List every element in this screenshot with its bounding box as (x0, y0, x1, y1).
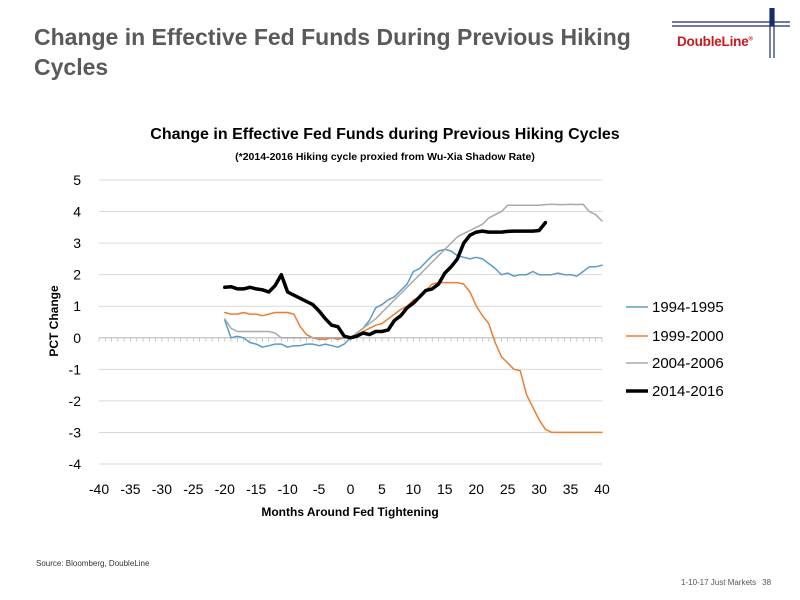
logo-frame-icon (672, 8, 790, 58)
page-number: 38 (762, 578, 772, 587)
legend-label: 2014-2016 (652, 383, 724, 400)
footer-text: 1-10-17 Just Markets (681, 578, 757, 587)
slide-title: Change in Effective Fed Funds During Pre… (34, 24, 631, 80)
x-axis-label: Months Around Fed Tightening (261, 505, 438, 519)
footer: 1-10-17 Just Markets 38 (681, 578, 771, 587)
source-note: Source: Bloomberg, DoubleLine (36, 559, 150, 568)
series-line-2004-2006 (224, 203, 603, 339)
x-tick-label: 0 (347, 481, 355, 497)
x-tick-label: -30 (152, 481, 172, 497)
y-axis-label: PCT Change (47, 285, 61, 357)
x-tick-label: 30 (531, 481, 547, 497)
y-tick-label: -2 (69, 393, 82, 409)
y-tick-label: 3 (73, 235, 81, 251)
x-tick-label: 20 (468, 481, 484, 497)
x-tick-label: 40 (594, 481, 610, 497)
series-line-1994-1995 (224, 248, 603, 348)
y-tick-label: 5 (73, 172, 81, 188)
y-tick-label: 0 (73, 330, 81, 346)
doubleline-logo: DoubleLine® (677, 34, 753, 49)
y-tick-label: 4 (73, 204, 81, 220)
y-tick-label: 1 (73, 298, 81, 314)
x-tick-label: 25 (500, 481, 516, 497)
x-tick-label: -20 (215, 481, 235, 497)
legend-label: 2004-2006 (652, 355, 724, 372)
x-tick-label: -5 (313, 481, 326, 497)
x-tick-label: 10 (406, 481, 422, 497)
y-tick-label: -3 (69, 424, 82, 440)
series-line-1999-2000 (224, 281, 603, 434)
x-tick-label: 15 (437, 481, 453, 497)
x-tick-label: -40 (89, 481, 109, 497)
logo-label: DoubleLine (677, 34, 749, 49)
chart-title: Change in Effective Fed Funds during Pre… (150, 126, 620, 143)
legend-label: 1999-2000 (652, 328, 724, 345)
y-tick-label: -4 (69, 456, 82, 472)
x-tick-label: 5 (378, 481, 386, 497)
y-tick-label: 2 (73, 267, 81, 283)
x-tick-label: 35 (563, 481, 579, 497)
x-tick-label: -25 (183, 481, 203, 497)
x-tick-label: -35 (120, 481, 140, 497)
legend-label: 1994-1995 (652, 299, 724, 316)
line-chart: Change in Effective Fed Funds during Pre… (47, 126, 724, 519)
series-line-2014-2016 (223, 220, 548, 340)
chart-subtitle: (*2014-2016 Hiking cycle proxied from Wu… (235, 151, 535, 163)
x-tick-label: -10 (278, 481, 298, 497)
x-tick-label: -15 (246, 481, 266, 497)
y-tick-label: -1 (69, 361, 82, 377)
